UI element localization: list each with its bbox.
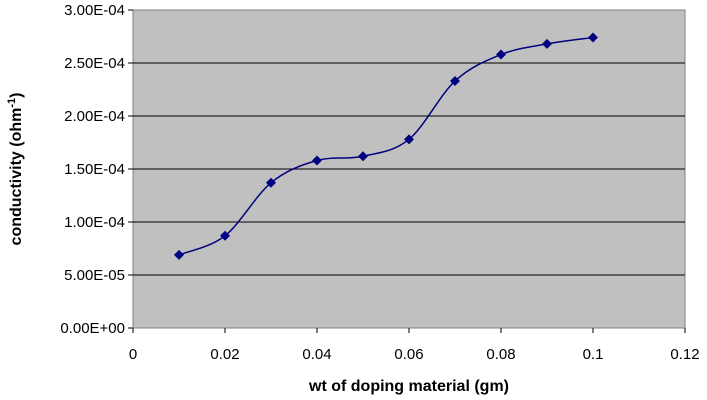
y-tick-label: 1.00E-04: [64, 214, 125, 231]
gridlines: [133, 62, 685, 276]
series-line: [178, 36, 594, 256]
data-point-marker: [588, 32, 598, 43]
data-point-marker: [312, 155, 322, 166]
data-point-marker: [404, 134, 414, 145]
x-tick-label: 0.1: [583, 346, 604, 363]
y-tick-labels: 0.00E+00 5.00E-05 1.00E-04 1.50E-04 2.00E-04…: [60, 2, 133, 337]
y-axis-title-superscript: -1: [6, 98, 18, 108]
x-axis-title: wt of doping material (gm): [308, 378, 509, 395]
x-tick-label: 0.02: [210, 346, 239, 363]
data-point-marker: [174, 249, 184, 260]
y-tick-label: 2.00E-04: [64, 108, 125, 125]
y-tick-label: 3.00E-04: [64, 2, 125, 19]
x-tick-label: 0.06: [394, 346, 423, 363]
data-point-marker: [220, 230, 230, 241]
x-tick-labels: 0 0.02 0.04 0.06 0.08 0.1 0.12: [129, 328, 700, 363]
y-tick-label: 1.50E-04: [64, 161, 125, 178]
x-tick-label: 0.12: [670, 346, 699, 363]
data-point-marker: [542, 38, 552, 49]
x-tick-label: 0.04: [302, 346, 331, 363]
data-markers: [174, 32, 598, 260]
y-axis-title-main: conductivity (ohm: [8, 108, 25, 246]
data-point-marker: [450, 76, 460, 87]
y-axis-title-close: ): [8, 93, 25, 98]
data-point-marker: [496, 49, 506, 60]
y-tick-label: 5.00E-05: [64, 267, 125, 284]
y-tick-label: 2.50E-04: [64, 55, 125, 72]
x-tick-label: 0.08: [486, 346, 515, 363]
y-axis-title: conductivity (ohm-1): [6, 93, 25, 246]
y-tick-label: 0.00E+00: [60, 320, 125, 337]
x-tick-label: 0: [129, 346, 137, 363]
data-point-marker: [358, 151, 368, 162]
data-point-marker: [266, 177, 276, 188]
